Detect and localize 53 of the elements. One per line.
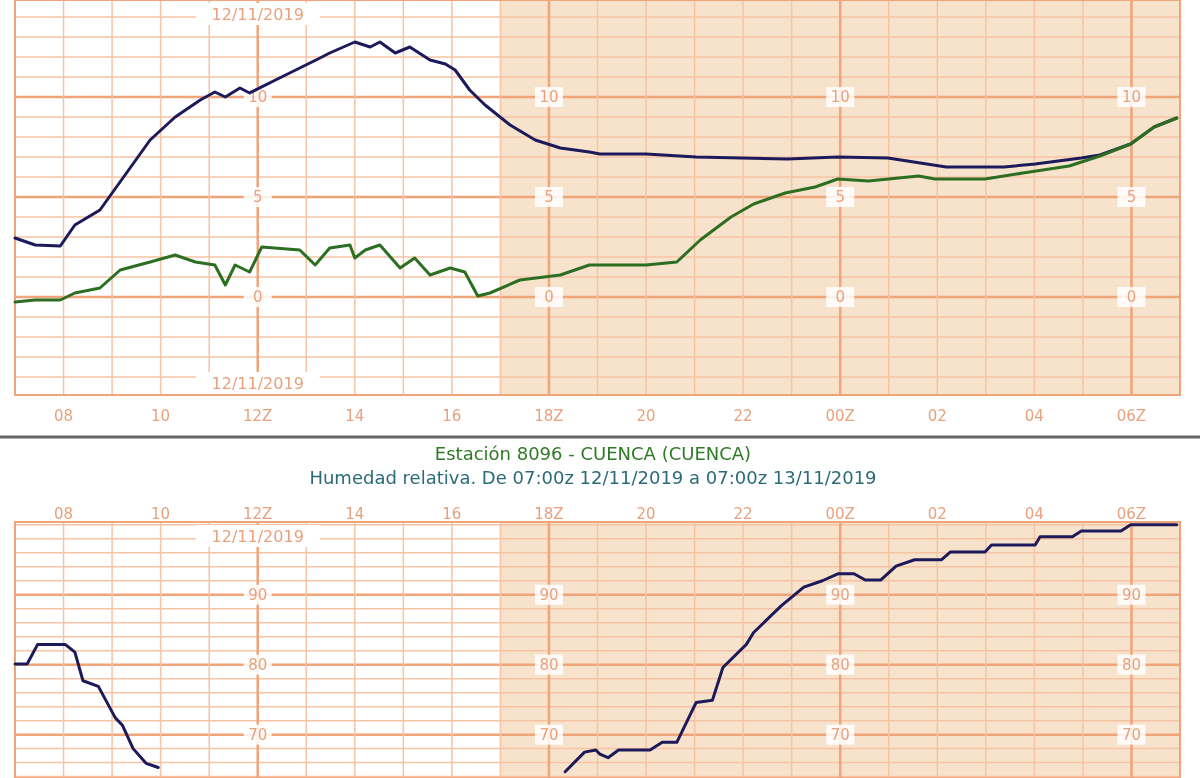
x-tick-label: 02 xyxy=(927,505,947,524)
x-tick-label: 14 xyxy=(345,505,365,524)
annotation: 80 xyxy=(248,655,268,674)
annotation: 12/11/2019 xyxy=(211,4,304,24)
x-tick-label: 04 xyxy=(1024,407,1044,426)
x-tick-label: 22 xyxy=(733,407,753,426)
x-tick-label: 12Z xyxy=(243,407,273,426)
annotation: 5 xyxy=(835,188,845,207)
annotation: 80 xyxy=(830,655,850,674)
y-tick-label: 80 xyxy=(1121,655,1142,674)
x-tick-label: 06Z xyxy=(1116,505,1147,524)
x-tick-label: 16 xyxy=(442,407,462,426)
x-tick-label: 12Z xyxy=(243,505,273,524)
chart-title: Estación 8096 - CUENCA (CUENCA) xyxy=(434,443,752,464)
annotation: 0 xyxy=(544,288,554,307)
x-tick-label: 18Z xyxy=(534,505,564,524)
x-tick-label: 22 xyxy=(733,505,753,524)
x-tick-label: 06Z xyxy=(1116,407,1147,426)
x-tick-label: 10 xyxy=(151,505,171,524)
annotation: 70 xyxy=(830,725,850,744)
x-tick-label: 08 xyxy=(53,407,74,426)
x-tick-label: 20 xyxy=(636,505,656,524)
line-series xyxy=(13,116,1179,304)
chart-subtitle: Humedad relativa. De 07:00z 12/11/2019 a 07:00z 13/11/2019 xyxy=(309,467,877,488)
x-tick-label: 08 xyxy=(53,505,74,524)
x-tick-label: 20 xyxy=(636,407,656,426)
annotation: 0 xyxy=(835,288,845,307)
annotation: 90 xyxy=(539,585,559,604)
x-tick-label: 00Z xyxy=(825,407,855,426)
annotation: 12/11/2019 xyxy=(211,373,304,393)
annotation: 0 xyxy=(252,288,263,307)
annotation: 80 xyxy=(539,655,559,674)
y-tick-label: 70 xyxy=(1121,725,1142,744)
annotation: 70 xyxy=(248,725,268,744)
annotation: 10 xyxy=(539,88,559,107)
annotation: 90 xyxy=(248,585,268,604)
x-tick-label: 14 xyxy=(345,407,365,426)
y-tick-label: 10 xyxy=(1121,88,1142,107)
annotation: 90 xyxy=(830,585,850,604)
x-tick-label: 10 xyxy=(151,407,171,426)
annotation: 10 xyxy=(830,88,850,107)
annotation: 5 xyxy=(544,188,554,207)
x-tick-label: 04 xyxy=(1024,505,1044,524)
annotation: 70 xyxy=(539,725,559,744)
x-tick-label: 16 xyxy=(442,505,462,524)
y-tick-label: 5 xyxy=(1126,188,1137,207)
x-tick-label: 18Z xyxy=(534,407,564,426)
annotation: 12/11/2019 xyxy=(211,526,304,546)
x-tick-label: 00Z xyxy=(825,505,855,524)
y-tick-label: 90 xyxy=(1121,585,1142,604)
annotation: 5 xyxy=(252,188,263,207)
y-tick-label: 0 xyxy=(1126,288,1137,307)
x-tick-label: 02 xyxy=(927,407,947,426)
